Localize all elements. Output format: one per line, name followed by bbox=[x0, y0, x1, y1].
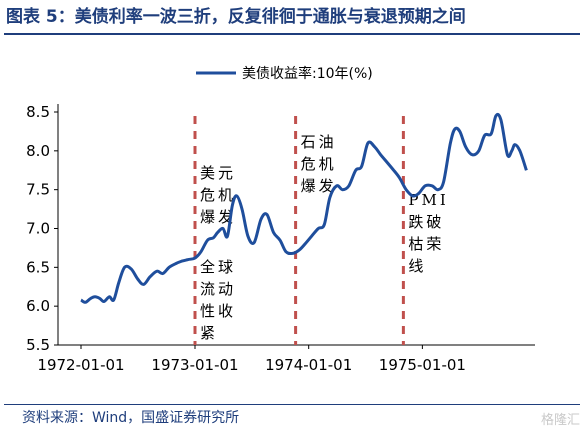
event-label: 紧 bbox=[200, 324, 218, 342]
yield-chart: 美债收益率:10年(%) 5.5 6.0 6.5 7.0 7.5 8.0 8.5 1972-0… bbox=[26, 65, 535, 374]
y-tick-label: 6.5 bbox=[26, 258, 50, 276]
x-tick-label: 1972-01-01 bbox=[37, 356, 124, 374]
event-label: PMI bbox=[408, 191, 448, 209]
x-tick-label: 1974-01-01 bbox=[265, 356, 352, 374]
series-line bbox=[80, 112, 528, 304]
event-label: 流动 bbox=[200, 280, 236, 298]
legend-label: 美债收益率:10年(%) bbox=[242, 65, 373, 82]
y-tick-label: 7.0 bbox=[26, 220, 50, 238]
event-label: 跌破 bbox=[408, 213, 444, 231]
event-label: 性收 bbox=[200, 302, 236, 320]
y-tick-label: 8.5 bbox=[26, 103, 50, 121]
x-tick-label: 1973-01-01 bbox=[151, 356, 238, 374]
legend: 美债收益率:10年(%) bbox=[196, 65, 373, 82]
title-divider bbox=[4, 33, 580, 35]
event-label: 爆发 bbox=[200, 208, 236, 226]
y-tick-label: 5.5 bbox=[26, 336, 50, 354]
source-note: 资料来源：Wind，国盛证券研究所 bbox=[22, 410, 240, 426]
y-tick-label: 7.5 bbox=[26, 181, 50, 199]
event-label: 枯荣 bbox=[408, 235, 444, 253]
event-label: 线 bbox=[408, 257, 426, 275]
watermark: 格隆汇 bbox=[540, 413, 580, 428]
axes: 5.5 6.0 6.5 7.0 7.5 8.0 8.5 1972-01-01 1973-01-0… bbox=[26, 103, 535, 374]
y-tick-label: 8.0 bbox=[26, 142, 50, 160]
event-label: 爆发 bbox=[301, 177, 337, 195]
y-tick-label: 6.0 bbox=[26, 297, 50, 315]
event-label: 美元 bbox=[200, 164, 236, 182]
event-label: 危机 bbox=[200, 186, 236, 204]
footer-divider bbox=[4, 404, 580, 405]
series bbox=[80, 112, 528, 304]
event-label: 全球 bbox=[200, 258, 236, 276]
chart-title: 图表 5：美债利率一波三折，反复徘徊于通胀与衰退预期之间 bbox=[6, 7, 466, 27]
event-label: 危机 bbox=[301, 155, 337, 173]
x-tick-label: 1975-01-01 bbox=[379, 356, 466, 374]
event-label: 石油 bbox=[301, 133, 337, 151]
